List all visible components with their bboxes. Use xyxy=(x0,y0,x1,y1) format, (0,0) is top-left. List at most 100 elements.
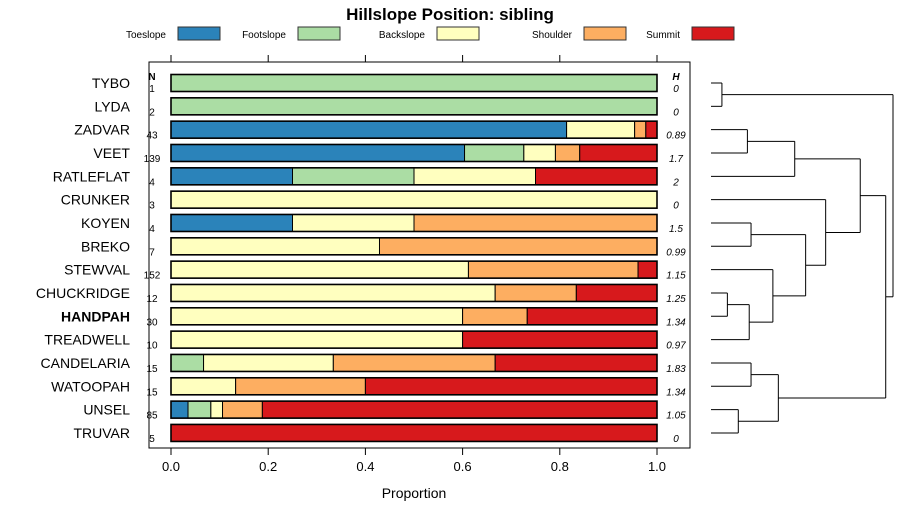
bar-segment-footslope xyxy=(292,167,415,186)
row-label: KOYEN xyxy=(81,215,130,231)
legend-swatch xyxy=(583,26,627,41)
bar-segment-backslope xyxy=(203,353,334,372)
bar-segment-backslope xyxy=(566,120,636,139)
row-label: TRUVAR xyxy=(73,425,130,441)
row-label: CHUCKRIDGE xyxy=(36,285,130,301)
row-h: 0 xyxy=(673,84,679,95)
bar-segment-footslope xyxy=(170,353,205,372)
bar-row: UNSEL 85 1.05 xyxy=(83,400,686,422)
bar-segment-summit xyxy=(462,330,658,349)
bar-segment-shoulder xyxy=(467,260,639,279)
bar-row: TRUVAR 5 0 xyxy=(73,423,679,445)
row-label: CRUNKER xyxy=(61,192,130,208)
row-h: 0 xyxy=(673,107,679,118)
bar-segment-toeslope xyxy=(170,120,568,139)
bar-segment-backslope xyxy=(413,167,536,186)
row-n: 30 xyxy=(146,317,158,328)
chart-title: Hillslope Position: sibling xyxy=(346,5,554,24)
bar-segment-backslope xyxy=(170,330,464,349)
bar-segment-shoulder xyxy=(332,353,496,372)
bar-outline xyxy=(170,330,658,349)
bar-row: KOYEN 4 1.5 xyxy=(81,213,683,235)
legend-label: Summit xyxy=(646,30,680,41)
row-h: 2 xyxy=(672,177,679,188)
row-label: BREKO xyxy=(81,238,130,254)
bar-row: WATOOPAH 15 1.34 xyxy=(51,376,686,398)
row-n: 1 xyxy=(149,84,155,95)
row-n: 152 xyxy=(144,271,161,282)
row-n: 5 xyxy=(149,434,155,445)
bar-outline xyxy=(170,213,658,233)
row-n: 85 xyxy=(146,411,158,422)
bar-row: CANDELARIA 15 1.83 xyxy=(41,353,686,375)
bar-segment-summit xyxy=(526,307,658,326)
row-n: 4 xyxy=(149,224,155,235)
row-label: VEET xyxy=(93,145,130,161)
legend-label: Footslope xyxy=(242,30,286,41)
bar-row: RATLEFLAT 4 2 xyxy=(53,167,679,188)
bar-segment-toeslope xyxy=(170,400,189,419)
legend: Toeslope Footslope Backslope Shoulder Summit xyxy=(126,26,735,41)
bar-segment-footslope xyxy=(187,400,212,419)
row-label: RATLEFLAT xyxy=(53,168,131,184)
h-header: H xyxy=(672,72,680,83)
bar-segment-shoulder xyxy=(378,237,658,256)
bar-outline xyxy=(170,97,658,116)
row-label: UNSEL xyxy=(83,402,130,418)
row-h: 0 xyxy=(673,201,679,212)
legend-swatch xyxy=(177,26,221,41)
bar-segment-summit xyxy=(535,167,658,186)
plot-frame xyxy=(148,61,691,449)
x-tick-label: 1.0 xyxy=(648,459,666,474)
bar-segment-summit xyxy=(364,377,658,396)
legend-swatch xyxy=(691,26,735,41)
bar-row: CHUCKRIDGE 12 1.25 xyxy=(36,283,686,305)
row-label: TREADWELL xyxy=(44,332,130,348)
row-h: 1.34 xyxy=(666,387,686,398)
bar-row: LYDA 2 0 xyxy=(94,97,679,118)
row-h: 1.83 xyxy=(666,364,686,375)
bar-segment-summit xyxy=(579,143,658,162)
row-n: 43 xyxy=(146,131,158,142)
bar-segment-footslope xyxy=(170,74,658,92)
bar-segment-backslope xyxy=(292,213,415,232)
bar-outline xyxy=(170,376,658,396)
bar-segment-shoulder xyxy=(554,143,581,162)
row-n: 3 xyxy=(149,201,155,212)
row-n: 7 xyxy=(149,247,155,258)
bar-segment-shoulder xyxy=(413,213,658,232)
row-h: 1.25 xyxy=(666,294,686,305)
bar-segment-toeslope xyxy=(170,213,293,232)
bar-outline xyxy=(170,167,658,186)
legend-label: Shoulder xyxy=(532,30,573,41)
bar-segment-summit xyxy=(494,353,658,372)
x-axis-label: Proportion xyxy=(382,485,447,501)
legend-label: Toeslope xyxy=(126,30,166,41)
bar-row: VEET 139 1.7 xyxy=(93,143,683,165)
bar-segment-summit xyxy=(645,120,658,139)
row-label: ZADVAR xyxy=(74,122,130,138)
row-n: 15 xyxy=(146,387,158,398)
n-header: N xyxy=(148,72,155,83)
row-label: LYDA xyxy=(94,98,130,114)
bar-segment-shoulder xyxy=(462,307,528,326)
bar-row: HANDPAH 30 1.34 xyxy=(61,306,686,328)
row-n: 15 xyxy=(146,364,158,375)
row-h: 1.5 xyxy=(669,224,683,235)
bar-row: ZADVAR 43 0.89 xyxy=(74,120,686,142)
legend-swatch xyxy=(436,26,480,41)
bar-segment-shoulder xyxy=(634,120,647,139)
row-n: 4 xyxy=(149,177,155,188)
row-label: STEWVAL xyxy=(64,262,130,278)
x-tick-label: 0.8 xyxy=(551,459,569,474)
bar-row: TYBO 1 0 xyxy=(92,73,679,95)
row-h: 0.99 xyxy=(666,247,686,258)
bar-segment-backslope xyxy=(170,260,469,279)
bar-outline xyxy=(170,283,658,303)
row-label: HANDPAH xyxy=(61,308,130,324)
dendrogram xyxy=(711,82,894,434)
legend-label: Backslope xyxy=(379,30,426,41)
x-tick-label: 0.4 xyxy=(356,459,374,474)
